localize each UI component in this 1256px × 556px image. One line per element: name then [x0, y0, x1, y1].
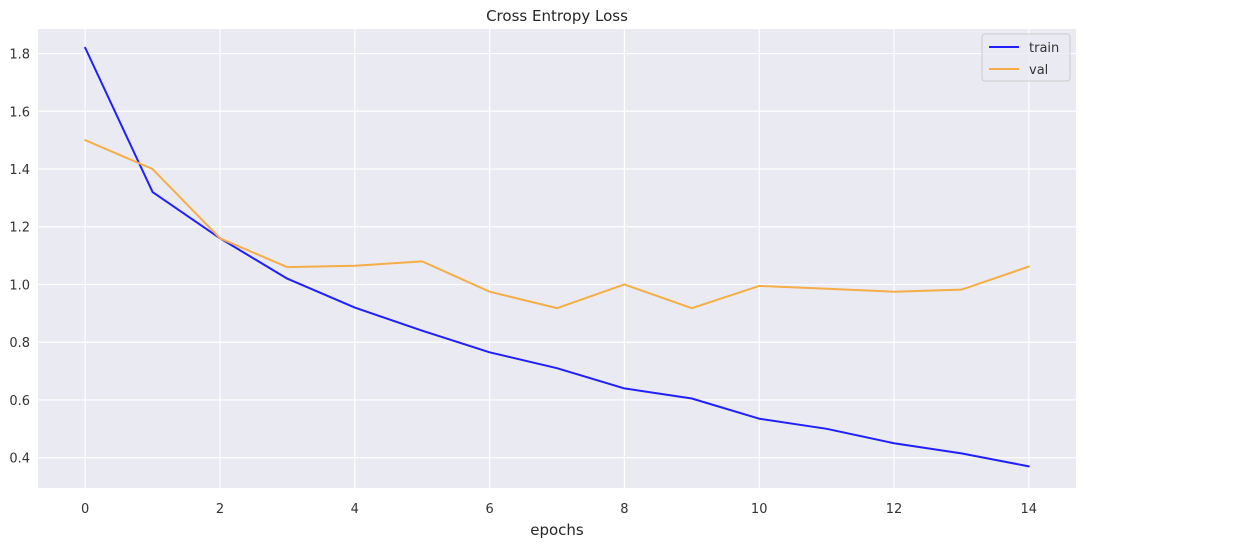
y-tick-label: 1.0: [9, 278, 30, 293]
grid: [38, 29, 1076, 488]
y-tick-labels: 0.4 0.6 0.8 1.0 1.2 1.4 1.6 1.8: [9, 48, 30, 467]
y-tick-label: 1.4: [9, 163, 30, 178]
plot-background: [38, 29, 1076, 488]
x-axis-label: epochs: [530, 521, 584, 539]
y-tick-label: 0.4: [9, 452, 30, 467]
y-tick-label: 1.2: [9, 221, 30, 236]
x-tick-label: 0: [81, 502, 89, 517]
x-tick-label: 8: [620, 502, 628, 517]
legend-train-label: train: [1029, 41, 1059, 56]
x-tick-label: 12: [886, 502, 903, 517]
series-line-train: [84, 46, 1030, 468]
y-tick-label: 1.8: [9, 48, 30, 63]
legend: train val: [981, 33, 1071, 82]
legend-val-label: val: [1029, 63, 1048, 78]
x-tick-label: 2: [216, 502, 224, 517]
x-tick-label: 14: [1021, 502, 1038, 517]
x-tick-label: 4: [351, 502, 359, 517]
x-tick-label: 6: [485, 502, 493, 517]
y-tick-label: 0.6: [9, 394, 30, 409]
y-tick-label: 1.6: [9, 105, 30, 120]
y-tick-label: 0.8: [9, 336, 30, 351]
series-lines: [84, 46, 1030, 468]
series-line-val: [84, 139, 1030, 310]
chart-title: Cross Entropy Loss: [486, 7, 628, 25]
x-tick-labels: 0 2 4 6 8 10 12 14: [81, 502, 1037, 517]
x-tick-label: 10: [751, 502, 768, 517]
